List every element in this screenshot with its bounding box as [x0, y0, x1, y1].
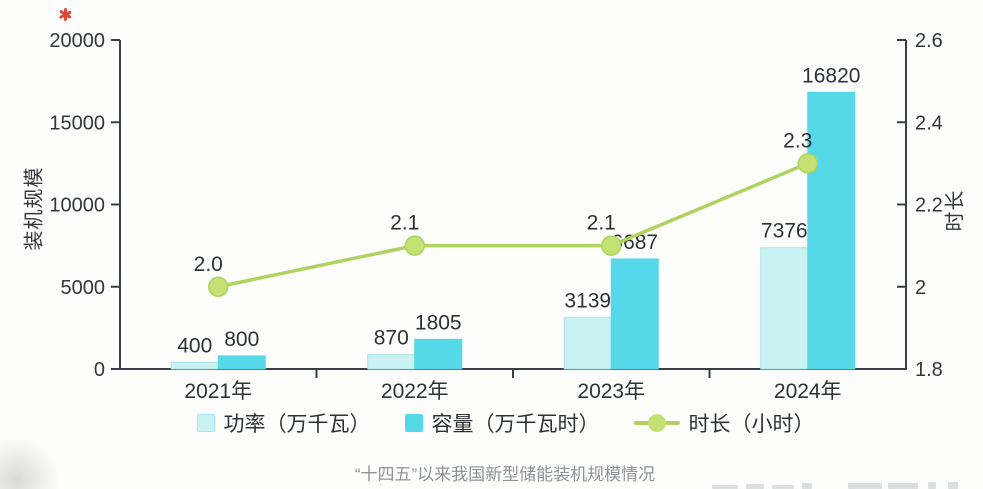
duration-point-2021年	[208, 276, 229, 297]
cropped-text-fragment	[948, 482, 958, 489]
left-axis-title: 装机规模	[23, 166, 46, 251]
red-scribble-mark-icon	[57, 7, 73, 23]
x-category-label: 2024年	[774, 380, 842, 403]
x-category-label: 2022年	[381, 380, 449, 403]
power-bar-2022年	[367, 354, 416, 370]
cropped-text-fragment	[888, 483, 918, 489]
legend: 功率（万千瓦） 容量（万千瓦时） 时长（小时）	[14, 406, 983, 440]
right-axis-tick-label: 2.6	[915, 30, 943, 52]
power-value-label: 400	[177, 334, 212, 357]
power-bar-2023年	[563, 316, 612, 370]
x-category-label: 2021年	[184, 380, 252, 403]
x-category-label: 2023年	[577, 380, 645, 403]
cropped-text-fragment	[712, 485, 738, 489]
duration-value-label: 2.3	[783, 129, 812, 152]
duration-line	[216, 161, 810, 289]
power-value-label: 870	[374, 327, 409, 350]
duration-point-2022年	[404, 235, 425, 256]
duration-value-label: 2.1	[390, 212, 419, 235]
cropped-text-fragment	[772, 485, 794, 489]
legend-item-duration: 时长（小时）	[633, 408, 815, 438]
left-axis-tick-label: 20000	[49, 30, 105, 52]
duration-point-2024年	[797, 153, 818, 174]
capacity-swatch-icon	[404, 414, 423, 432]
capacity-bar-2022年	[414, 338, 463, 370]
left-axis-tick-label: 5000	[61, 277, 106, 299]
capacity-value-label: 6687	[611, 231, 658, 254]
capacity-bar-2023年	[610, 258, 659, 370]
legend-label-duration: 时长（小时）	[688, 413, 815, 436]
legend-item-power: 功率（万千瓦）	[196, 408, 371, 438]
right-axis-tick-label: 1.8	[915, 359, 943, 381]
left-axis-tick-label: 0	[94, 359, 105, 381]
power-value-label: 7376	[761, 220, 808, 243]
right-axis-title: 时长	[944, 189, 967, 232]
power-bar-2024年	[760, 247, 809, 370]
capacity-value-label: 1805	[415, 311, 462, 334]
cropped-text-fragment	[746, 484, 764, 489]
duration-value-label: 2.1	[587, 212, 616, 235]
power-value-label: 3139	[564, 289, 611, 312]
capacity-bar-2024年	[807, 91, 856, 370]
cropped-text-fragment	[802, 483, 812, 489]
right-axis-tick-label: 2	[915, 277, 926, 299]
power-swatch-icon	[196, 414, 215, 432]
cropped-text-fragment	[848, 483, 882, 489]
chart-title-caption: “十四五”以来我国新型储能装机规模情况	[354, 465, 656, 484]
cropped-text-fragment	[928, 482, 936, 489]
left-axis-tick-label: 15000	[49, 112, 105, 134]
right-axis-tick-label: 2.2	[915, 195, 943, 217]
left-axis-tick-label: 10000	[49, 195, 105, 217]
legend-label-capacity: 容量（万千瓦时）	[431, 413, 600, 436]
capacity-value-label: 16820	[802, 64, 860, 87]
duration-value-label: 2.0	[194, 253, 223, 276]
right-axis-tick-label: 2.4	[915, 112, 943, 134]
legend-item-capacity: 容量（万千瓦时）	[404, 408, 600, 438]
power-bar-2021年	[170, 361, 219, 370]
capacity-value-label: 800	[224, 328, 259, 351]
duration-line-marker-icon	[633, 414, 680, 432]
legend-label-power: 功率（万千瓦）	[223, 413, 371, 436]
capacity-bar-2021年	[217, 355, 266, 370]
duration-point-2023年	[601, 235, 622, 256]
